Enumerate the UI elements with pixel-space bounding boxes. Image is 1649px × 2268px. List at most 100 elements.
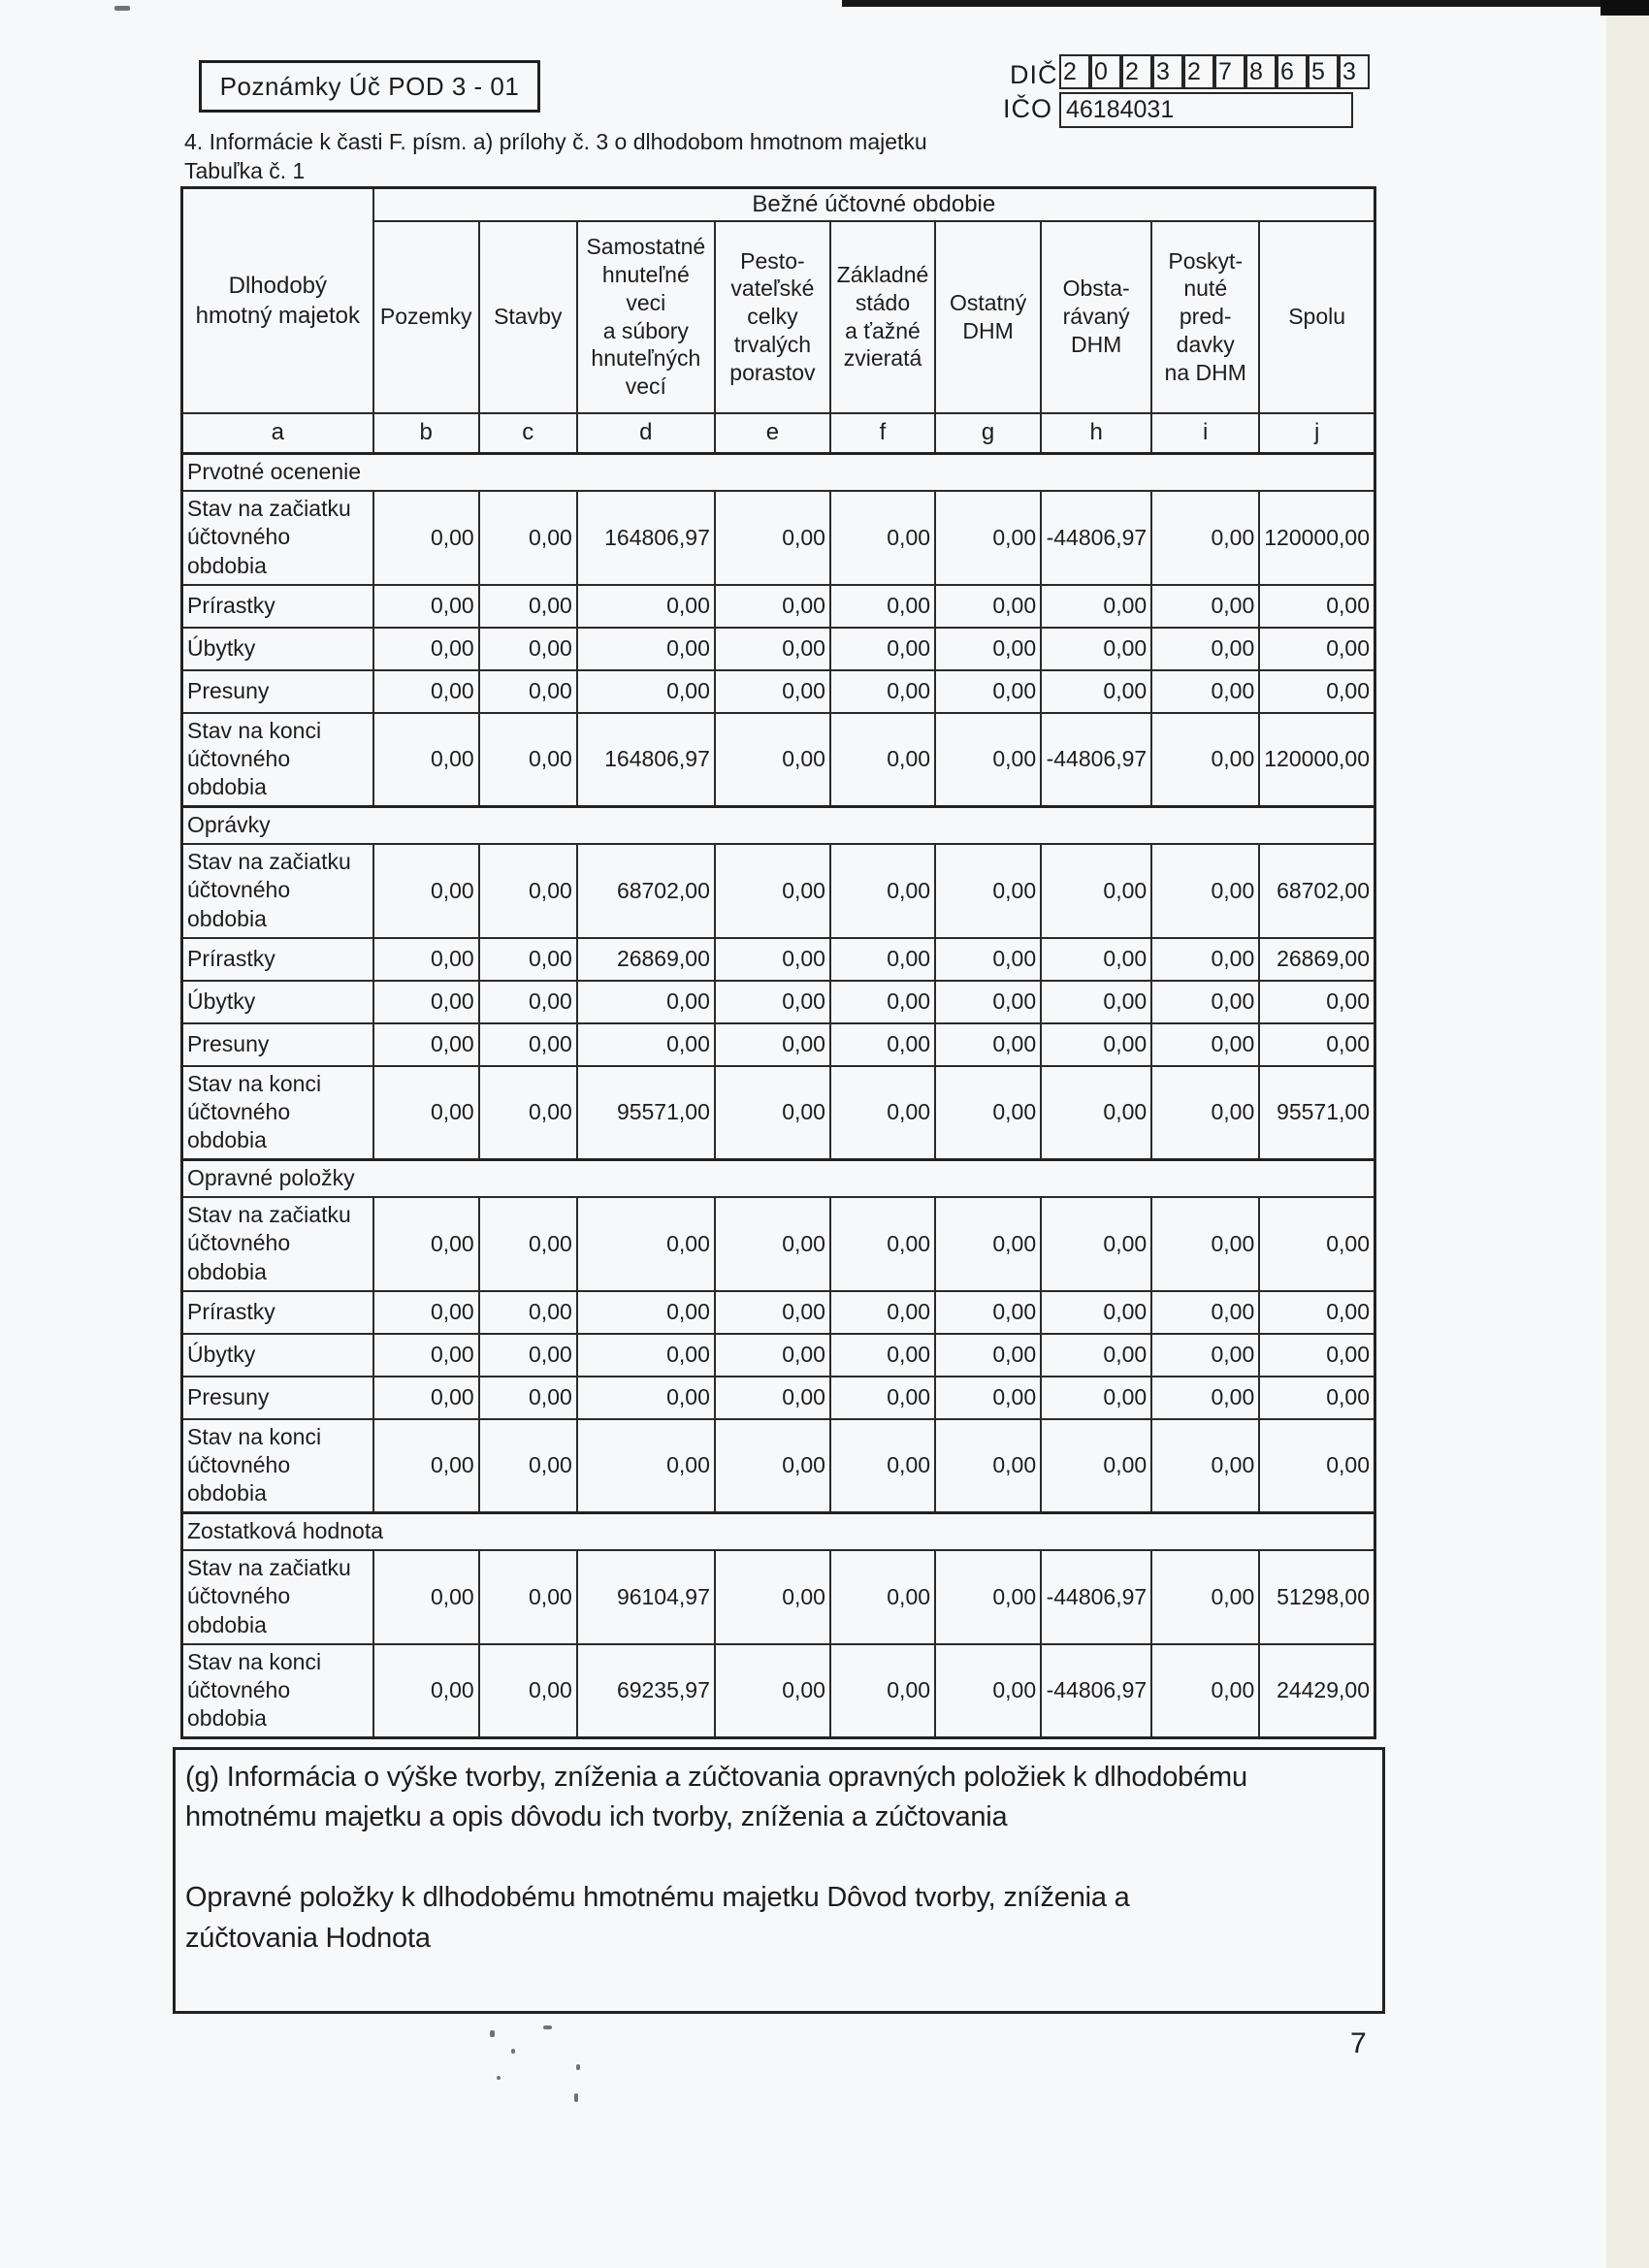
fixed-assets-table: Dlhodobý hmotný majetok Bežné účtovné obd… bbox=[180, 186, 1376, 1739]
scan-speck bbox=[574, 2093, 578, 2102]
value-cell-e: 0,00 bbox=[713, 1332, 831, 1377]
column-header-c: Stavby bbox=[477, 219, 578, 414]
row-label-cell: Stav na začiatku účtovného obdobia bbox=[180, 1548, 374, 1645]
value-cell-c: 0,00 bbox=[477, 583, 578, 629]
value-cell-g: 0,00 bbox=[934, 1642, 1043, 1739]
value-cell-d: 0,00 bbox=[575, 1021, 716, 1067]
value-cell-f: 0,00 bbox=[828, 936, 937, 982]
value-cell-c: 0,00 bbox=[477, 1642, 578, 1739]
ico-value-box: 46184031 bbox=[1059, 92, 1353, 128]
value-cell-f: 0,00 bbox=[828, 1289, 937, 1335]
value-cell-c: 0,00 bbox=[477, 1548, 578, 1645]
value-cell-f: 0,00 bbox=[828, 1064, 937, 1161]
value-cell-f: 0,00 bbox=[828, 583, 937, 629]
value-cell-g: 0,00 bbox=[934, 1548, 1043, 1645]
scan-speck bbox=[490, 2030, 495, 2037]
value-cell-h: -44806,97 bbox=[1040, 711, 1153, 808]
value-cell-i: 0,00 bbox=[1150, 979, 1261, 1024]
value-cell-f: 0,00 bbox=[828, 626, 937, 671]
value-cell-b: 0,00 bbox=[372, 711, 480, 808]
row-label-cell: Úbytky bbox=[180, 979, 374, 1024]
value-cell-e: 0,00 bbox=[713, 1548, 831, 1645]
value-cell-b: 0,00 bbox=[372, 1289, 480, 1335]
value-cell-c: 0,00 bbox=[477, 979, 578, 1024]
dic-digit-cell-9: 3 bbox=[1339, 54, 1370, 89]
value-cell-i: 0,00 bbox=[1150, 583, 1261, 629]
value-cell-e: 0,00 bbox=[713, 979, 831, 1024]
value-cell-f: 0,00 bbox=[828, 1548, 937, 1645]
value-cell-j: 0,00 bbox=[1258, 668, 1376, 714]
value-cell-e: 0,00 bbox=[713, 626, 831, 671]
value-cell-c: 0,00 bbox=[477, 1289, 578, 1335]
value-cell-e: 0,00 bbox=[713, 668, 831, 714]
value-cell-e: 0,00 bbox=[713, 489, 831, 586]
table-row: Úbytky 0,00 0,00 0,00 0,00 0,00 0,00 0,00 0,00 0,… bbox=[180, 1332, 1376, 1377]
value-cell-d: 95571,00 bbox=[575, 1064, 716, 1161]
column-letter-f: f bbox=[828, 411, 937, 455]
corner-header-cell: Dlhodobý hmotný majetok bbox=[180, 186, 374, 414]
section-title-cell-3: Zostatková hodnota bbox=[180, 1511, 1376, 1551]
row-label-cell: Stav na konci účtovného obdobia bbox=[180, 1642, 374, 1739]
value-cell-i: 0,00 bbox=[1150, 1332, 1261, 1377]
column-letter-i: i bbox=[1150, 411, 1261, 455]
value-cell-j: 0,00 bbox=[1258, 1417, 1376, 1514]
scan-speck bbox=[543, 2025, 552, 2029]
dic-digit-cell-6: 8 bbox=[1245, 54, 1277, 89]
value-cell-i: 0,00 bbox=[1150, 936, 1261, 982]
value-cell-f: 0,00 bbox=[828, 979, 937, 1024]
value-cell-d: 164806,97 bbox=[575, 711, 716, 808]
value-cell-e: 0,00 bbox=[713, 1417, 831, 1514]
value-cell-h: 0,00 bbox=[1040, 842, 1153, 939]
value-cell-c: 0,00 bbox=[477, 842, 578, 939]
value-cell-b: 0,00 bbox=[372, 842, 480, 939]
value-cell-e: 0,00 bbox=[713, 1195, 831, 1292]
value-cell-c: 0,00 bbox=[477, 668, 578, 714]
value-cell-f: 0,00 bbox=[828, 711, 937, 808]
column-letter-j: j bbox=[1258, 411, 1376, 455]
column-letter-g: g bbox=[934, 411, 1043, 455]
value-cell-e: 0,00 bbox=[713, 842, 831, 939]
value-cell-b: 0,00 bbox=[372, 1021, 480, 1067]
value-cell-i: 0,00 bbox=[1150, 711, 1261, 808]
value-cell-e: 0,00 bbox=[713, 583, 831, 629]
table-row: Stav na začiatku účtovného obdobia 0,00 0,… bbox=[180, 1548, 1376, 1645]
value-cell-j: 0,00 bbox=[1258, 1375, 1376, 1420]
value-cell-g: 0,00 bbox=[934, 668, 1043, 714]
value-cell-h: 0,00 bbox=[1040, 1417, 1153, 1514]
section-title-cell-1: Oprávky bbox=[180, 805, 1376, 845]
value-cell-i: 0,00 bbox=[1150, 626, 1261, 671]
table-row: Stav na začiatku účtovného obdobia 0,00 0,… bbox=[180, 489, 1376, 586]
value-cell-j: 26869,00 bbox=[1258, 936, 1376, 982]
value-cell-j: 0,00 bbox=[1258, 583, 1376, 629]
value-cell-e: 0,00 bbox=[713, 1642, 831, 1739]
scan-speck bbox=[497, 2076, 501, 2080]
column-letter-a: a bbox=[180, 411, 374, 455]
value-cell-d: 0,00 bbox=[575, 626, 716, 671]
value-cell-d: 164806,97 bbox=[575, 489, 716, 586]
value-cell-b: 0,00 bbox=[372, 626, 480, 671]
value-cell-g: 0,00 bbox=[934, 1332, 1043, 1377]
row-label-cell: Prírastky bbox=[180, 583, 374, 629]
column-letter-b: b bbox=[372, 411, 480, 455]
row-label-cell: Presuny bbox=[180, 668, 374, 714]
value-cell-j: 0,00 bbox=[1258, 626, 1376, 671]
value-cell-f: 0,00 bbox=[828, 1021, 937, 1067]
value-cell-f: 0,00 bbox=[828, 842, 937, 939]
row-label-cell: Stav na začiatku účtovného obdobia bbox=[180, 489, 374, 586]
value-cell-j: 0,00 bbox=[1258, 1195, 1376, 1292]
table-row: Prírastky 0,00 0,00 0,00 0,00 0,00 0,00 0,00 0,0… bbox=[180, 583, 1376, 629]
table-row: Stav na konci účtovného obdobia 0,00 0,00 1… bbox=[180, 711, 1376, 808]
row-label-cell: Stav na konci účtovného obdobia bbox=[180, 711, 374, 808]
form-code-badge: Poznámky Úč POD 3 - 01 bbox=[199, 60, 540, 113]
value-cell-d: 0,00 bbox=[575, 979, 716, 1024]
value-cell-c: 0,00 bbox=[477, 626, 578, 671]
table-row: Stav na konci účtovného obdobia 0,00 0,00 6… bbox=[180, 1642, 1376, 1739]
dic-digit-cell-7: 6 bbox=[1277, 54, 1308, 89]
row-label-cell: Úbytky bbox=[180, 626, 374, 671]
value-cell-h: 0,00 bbox=[1040, 583, 1153, 629]
value-cell-b: 0,00 bbox=[372, 1195, 480, 1292]
table-row: Presuny 0,00 0,00 0,00 0,00 0,00 0,00 0,00 0,00 0… bbox=[180, 1375, 1376, 1420]
value-cell-i: 0,00 bbox=[1150, 1417, 1261, 1514]
column-header-b: Pozemky bbox=[372, 219, 480, 414]
column-header-g: Ostatný DHM bbox=[934, 219, 1043, 414]
